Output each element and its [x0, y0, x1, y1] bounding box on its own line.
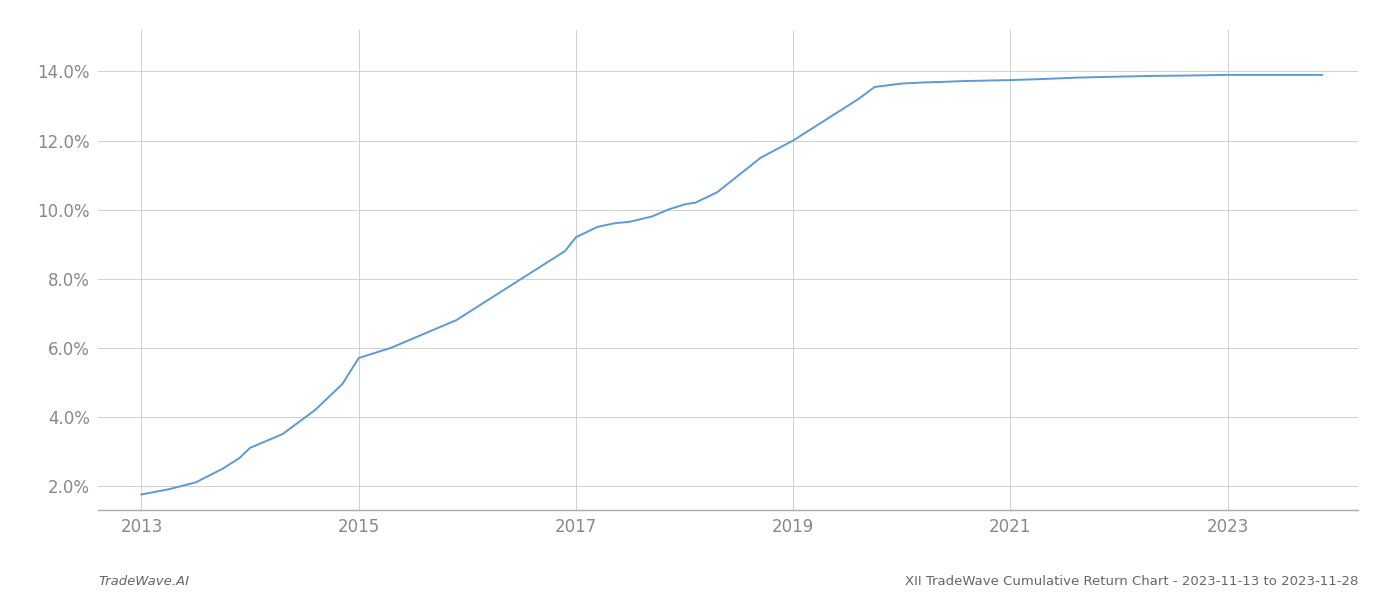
Text: XII TradeWave Cumulative Return Chart - 2023-11-13 to 2023-11-28: XII TradeWave Cumulative Return Chart - …: [904, 575, 1358, 588]
Text: TradeWave.AI: TradeWave.AI: [98, 575, 189, 588]
